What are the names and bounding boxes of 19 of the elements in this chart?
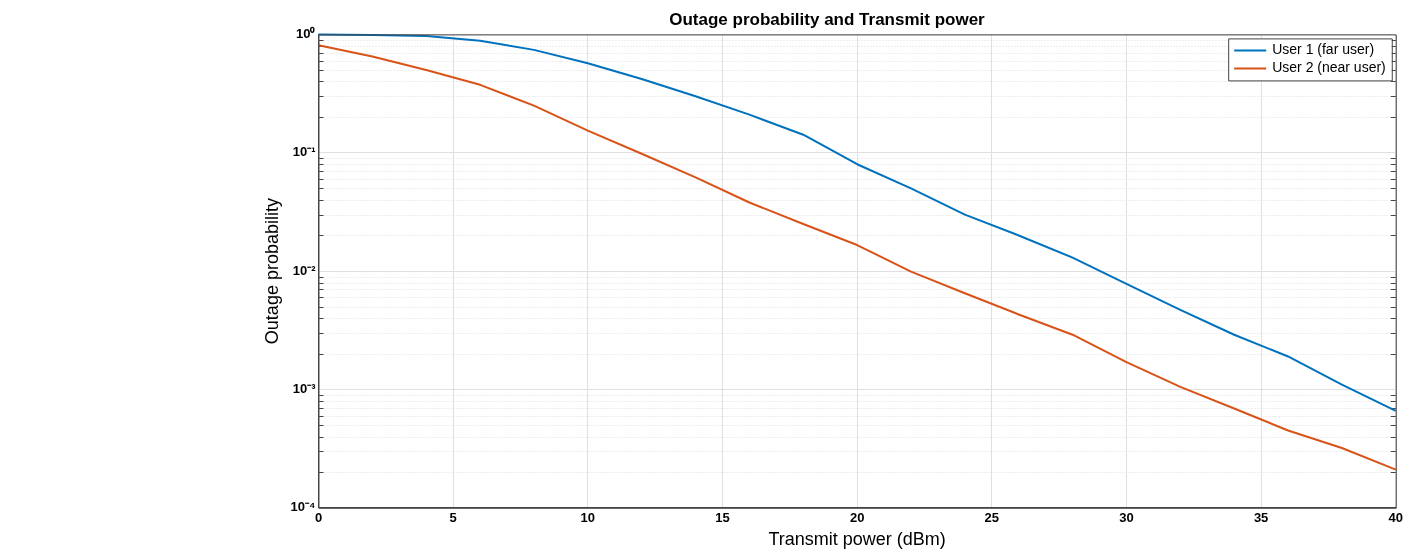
x-tick-label: 30 [1119, 510, 1134, 526]
y-tick-label: 10⁻³ [292, 381, 317, 397]
y-tick-label: 10⁰ [296, 25, 316, 41]
x-tick-label: 15 [715, 510, 730, 526]
x-tick-label: 5 [449, 510, 457, 526]
y-tick-label: 10⁻⁴ [290, 499, 316, 515]
x-tick-label: 0 [314, 510, 323, 526]
legend-label: User 2 (near user) [1272, 59, 1386, 76]
y-tick-label: 10⁻¹ [292, 144, 316, 160]
x-tick-label: 25 [984, 510, 1000, 526]
chart-title: Outage probability and Transmit power [669, 9, 986, 29]
x-tick-label: 10 [580, 510, 596, 526]
x-axis-title: Transmit power (dBm) [768, 529, 946, 550]
y-axis-title: Outage probability [261, 198, 282, 345]
x-tick-label: 40 [1388, 510, 1403, 526]
x-tick-label: 35 [1253, 510, 1269, 526]
y-tick-label: 10⁻² [292, 262, 317, 278]
x-tick-label: 20 [849, 510, 865, 526]
legend-label: User 1 (far user) [1272, 41, 1375, 58]
